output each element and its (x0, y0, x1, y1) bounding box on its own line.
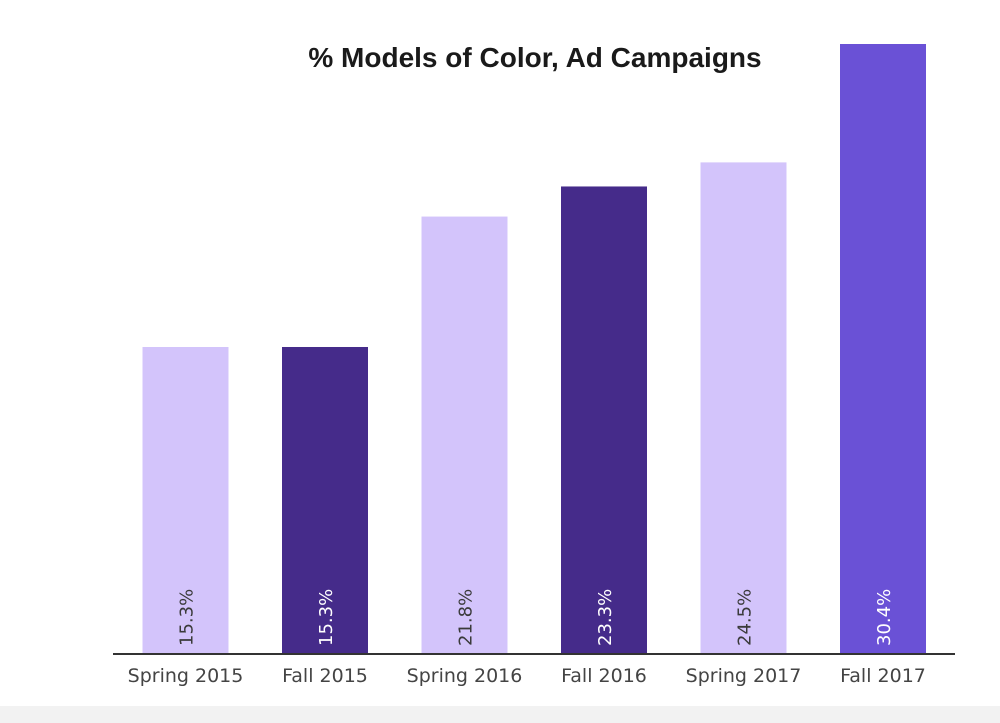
x-tick-label: Fall 2015 (282, 665, 368, 687)
footer-strip (0, 706, 1000, 723)
bar-fall-2017 (840, 44, 926, 654)
x-tick-label: Spring 2017 (686, 665, 802, 687)
bar-spring-2015 (142, 346, 229, 654)
x-tick-label: Spring 2015 (128, 665, 244, 687)
bar-value-label: 24.5% (735, 589, 756, 646)
bar-value-label: 23.3% (595, 589, 616, 646)
x-tick-label: Fall 2016 (561, 665, 647, 687)
bar-fall-2016 (561, 186, 647, 654)
bar-spring-2016 (421, 216, 508, 654)
x-tick-label: Fall 2017 (840, 665, 926, 687)
bar-spring-2017 (700, 162, 787, 654)
x-tick-label: Spring 2016 (407, 665, 523, 687)
x-tick-labels: Spring 2015 Fall 2015 Spring 2016 Fall 2016… (128, 665, 926, 687)
bar-fall-2015 (282, 346, 368, 654)
bar-value-label: 30.4% (874, 589, 895, 646)
bar-value-label: 15.3% (316, 589, 337, 646)
bar-value-label: 15.3% (177, 589, 198, 646)
chart-title: % Models of Color, Ad Campaigns (308, 42, 761, 73)
data-labels-group: 15.3% 15.3% 21.8% 23.3% 24.5% 30.4% (177, 589, 896, 646)
bars-group (142, 44, 926, 654)
bar-value-label: 21.8% (456, 589, 477, 646)
